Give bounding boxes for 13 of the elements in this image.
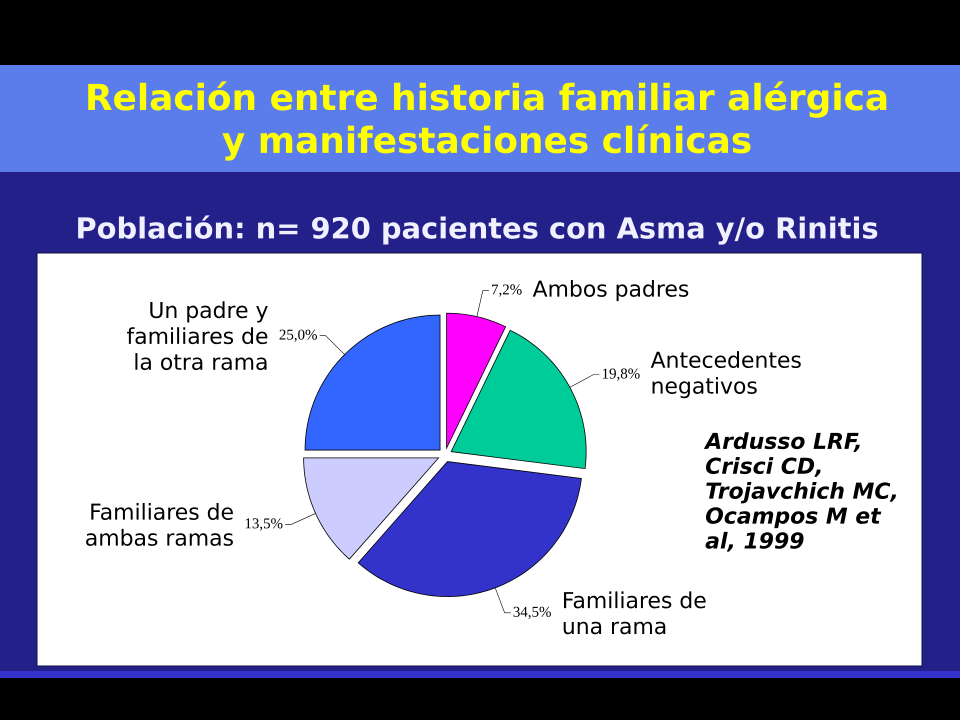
- data-label: 19,8%: [602, 368, 640, 381]
- text: Ardusso LRF, Crisci CD, Trojavchich MC, Ocampos M et al, 1999: [704, 432, 896, 552]
- data-label: 7,2%: [492, 284, 522, 297]
- data-label: 34,5%: [514, 606, 551, 619]
- slice-label: Un padre y familiares de la otra rama: [126, 301, 268, 370]
- slice-label: Familiares de ambas ramas: [86, 503, 233, 546]
- slice-label: Familiares de una rama: [564, 591, 706, 634]
- data-label: 25,0%: [280, 330, 317, 342]
- chart-subtitle: Población: n= 920 pacientes con Asma y/o Rinitis: [78, 215, 878, 245]
- slice-label: Antecedentes negativos: [650, 351, 801, 398]
- chart-title: Relación entre historia familiar alérgica y manifestaciones clínicas: [88, 81, 886, 161]
- slice-label: Ambos padres: [532, 280, 688, 302]
- data-label: 13,5%: [246, 518, 282, 531]
